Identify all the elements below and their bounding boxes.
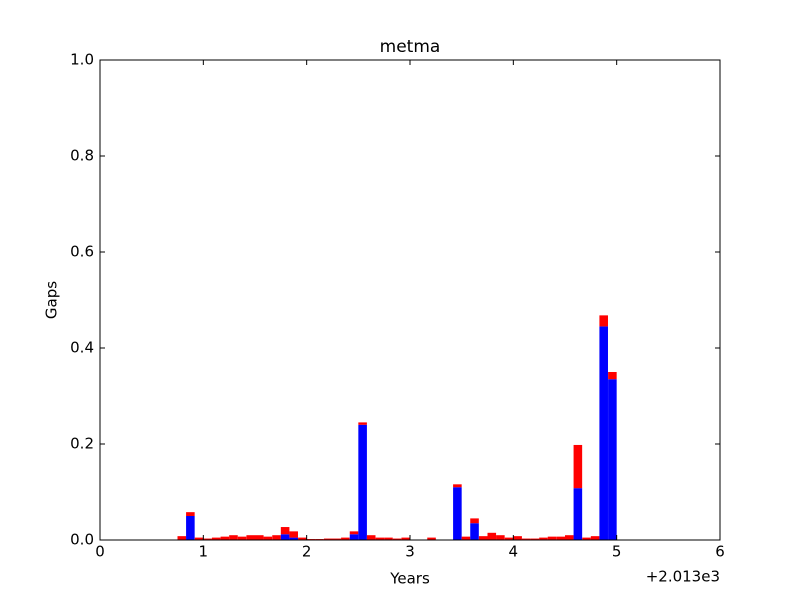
bar-segment xyxy=(599,326,608,540)
bar-segment xyxy=(177,536,187,540)
bar-segment xyxy=(590,536,600,540)
bar-segment xyxy=(203,538,212,540)
y-tick-label: 0.0 xyxy=(70,531,94,549)
bar-segment xyxy=(211,537,221,540)
bar-segment xyxy=(513,536,522,540)
bar-segment xyxy=(539,537,548,540)
x-axis-label: Years xyxy=(389,570,430,588)
x-offset-label: +2.013e3 xyxy=(646,568,720,586)
bar-segment xyxy=(358,422,367,425)
y-tick-label: 0.2 xyxy=(70,435,94,453)
y-tick-label: 0.8 xyxy=(70,147,94,165)
bar-segment xyxy=(186,516,195,540)
bar-segment xyxy=(323,538,333,540)
x-tick-label: 0 xyxy=(95,543,105,561)
bar-segment xyxy=(556,536,565,540)
bar-segment xyxy=(608,372,617,380)
bar-segment xyxy=(504,537,514,540)
bar-segment xyxy=(496,535,505,540)
x-tick-label: 5 xyxy=(612,543,622,561)
bar-segment xyxy=(349,531,359,535)
x-tick-label: 1 xyxy=(199,543,209,561)
bar-segment xyxy=(280,527,290,535)
bar-segment xyxy=(358,424,367,540)
bar-segment xyxy=(573,488,583,540)
bar-segment xyxy=(521,538,531,540)
bar-segment xyxy=(461,536,471,540)
bar-segment xyxy=(427,537,436,540)
bar-segment xyxy=(272,535,281,540)
bar-segment xyxy=(453,484,462,488)
bar-segment xyxy=(470,523,479,540)
bar-segment xyxy=(530,538,540,540)
bar-segment xyxy=(478,536,488,540)
bar-segment xyxy=(487,532,497,540)
bar-segment xyxy=(289,537,298,540)
y-tick-label: 1.0 xyxy=(70,51,94,69)
x-tick-label: 3 xyxy=(405,543,415,561)
bar-segment xyxy=(384,537,393,540)
bar-segment xyxy=(366,535,376,540)
x-tick-label: 2 xyxy=(302,543,312,561)
bar-segment xyxy=(298,537,307,540)
bar-segment xyxy=(229,535,238,540)
bar-segment xyxy=(401,537,410,540)
x-tick-label: 4 xyxy=(509,543,519,561)
y-tick-label: 0.4 xyxy=(70,339,94,357)
bar-segment xyxy=(194,537,204,540)
chart-title: metma xyxy=(380,37,441,57)
bar-segment xyxy=(289,531,298,538)
bar-segment xyxy=(392,538,402,540)
bar-segment xyxy=(599,315,608,327)
y-tick-label: 0.6 xyxy=(70,243,94,261)
bar-segment xyxy=(453,487,462,540)
bar-segment xyxy=(565,535,574,540)
bar-segment xyxy=(186,512,195,516)
bar-segment xyxy=(573,444,583,489)
bar-segment xyxy=(237,536,247,540)
bar-segment xyxy=(255,535,264,540)
bar-segment xyxy=(547,536,557,540)
bar-segment xyxy=(246,535,255,540)
bar-segment xyxy=(332,538,342,540)
bar-segment xyxy=(280,534,290,540)
bar-segment xyxy=(349,534,359,540)
bar-segment xyxy=(220,536,230,540)
y-axis-label: Gaps xyxy=(43,281,61,319)
bar-segment xyxy=(608,379,617,540)
bar-segment xyxy=(263,536,273,540)
bar-segment xyxy=(470,518,479,524)
bar-segment xyxy=(341,537,350,540)
x-tick-label: 6 xyxy=(715,543,725,561)
bar-segment xyxy=(375,537,385,540)
bar-segment xyxy=(582,537,591,540)
